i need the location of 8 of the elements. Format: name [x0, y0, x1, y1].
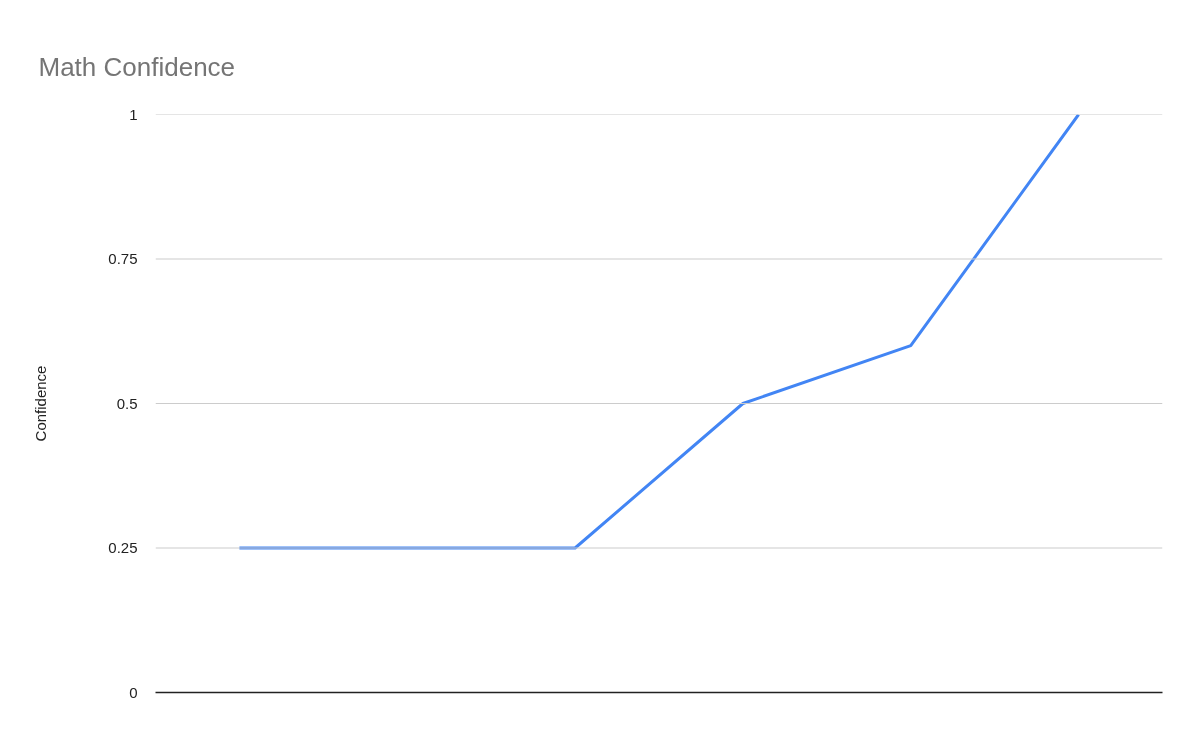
- y-axis-title: Confidence: [32, 365, 50, 442]
- y-tick-label: 0.5: [116, 394, 138, 412]
- y-tick-label: 0: [129, 683, 138, 701]
- y-tick-label: 1: [129, 105, 138, 123]
- y-tick-label: 0.25: [108, 539, 138, 556]
- y-tick-label: 0.75: [108, 250, 138, 267]
- line-series: [237, 114, 1081, 550]
- chart-title: Math Confidence: [38, 51, 236, 82]
